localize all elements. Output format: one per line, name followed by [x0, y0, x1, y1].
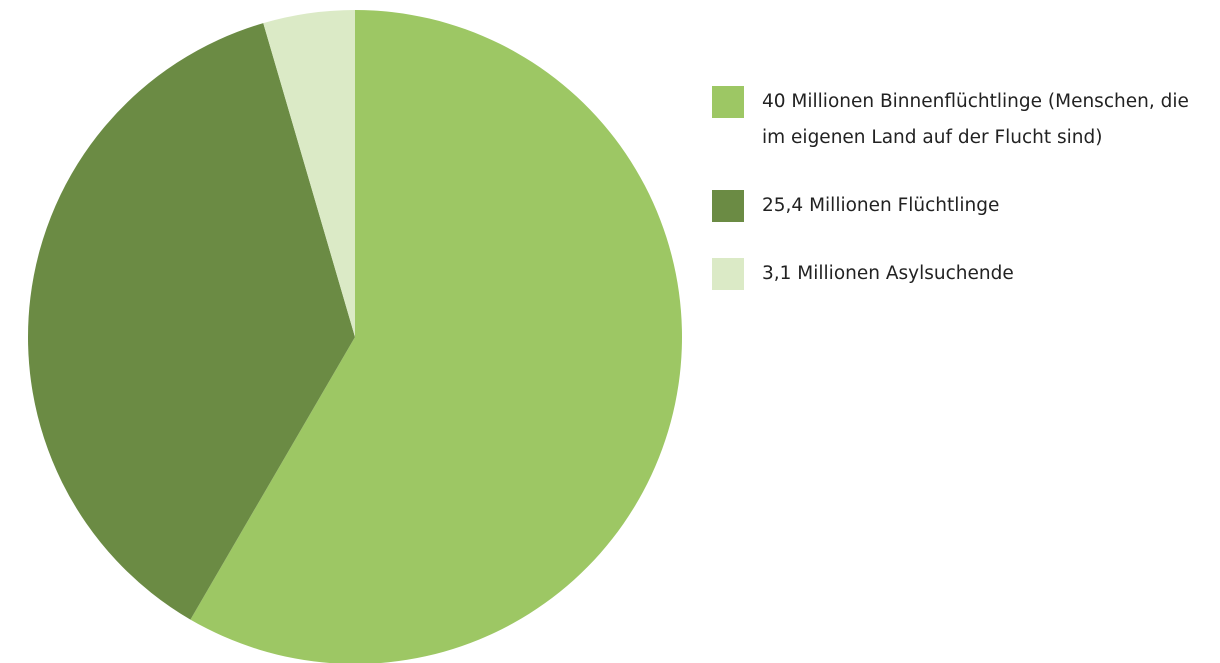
legend-label: 3,1 Millionen Asylsuchende: [762, 263, 1014, 284]
pie-slice: [263, 10, 355, 337]
chart: [28, 10, 682, 663]
legend-label: 25,4 Millionen Flüchtlinge: [762, 195, 1000, 216]
legend-swatch: [712, 258, 744, 290]
legend-label: 40 Millionen Binnenflüchtlinge (Menschen…: [762, 91, 1189, 148]
legend: 40 Millionen Binnenflüchtlinge (Menschen…: [712, 86, 1202, 326]
pie-slice: [28, 23, 355, 620]
legend-item: 40 Millionen Binnenflüchtlinge (Menschen…: [712, 86, 1202, 156]
legend-item: 25,4 Millionen Flüchtlinge: [712, 190, 1202, 224]
legend-swatch: [712, 86, 744, 118]
legend-item: 3,1 Millionen Asylsuchende: [712, 258, 1202, 292]
legend-swatch: [712, 190, 744, 222]
pie-slice: [190, 10, 682, 663]
